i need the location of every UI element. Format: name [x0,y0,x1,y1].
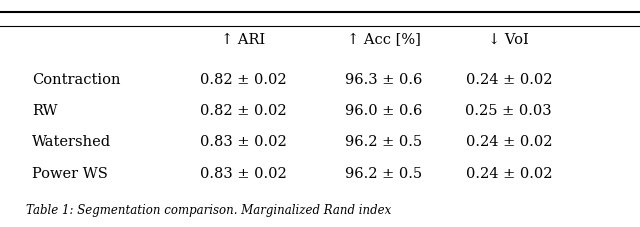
Text: Contraction: Contraction [32,73,120,87]
Text: 96.2 ± 0.5: 96.2 ± 0.5 [346,135,422,149]
Text: ↑ ARI: ↑ ARI [221,33,265,47]
Text: 96.0 ± 0.6: 96.0 ± 0.6 [346,104,422,118]
Text: 96.3 ± 0.6: 96.3 ± 0.6 [346,73,422,87]
Text: 0.82 ± 0.02: 0.82 ± 0.02 [200,104,287,118]
Text: 0.83 ± 0.02: 0.83 ± 0.02 [200,135,287,149]
Text: 0.83 ± 0.02: 0.83 ± 0.02 [200,166,287,180]
Text: 0.25 ± 0.03: 0.25 ± 0.03 [465,104,552,118]
Text: 0.24 ± 0.02: 0.24 ± 0.02 [465,166,552,180]
Text: 0.24 ± 0.02: 0.24 ± 0.02 [465,135,552,149]
Text: Power WS: Power WS [32,166,108,180]
Text: 96.2 ± 0.5: 96.2 ± 0.5 [346,166,422,180]
Text: Watershed: Watershed [32,135,111,149]
Text: RW: RW [32,104,58,118]
Text: ↑ Acc [%]: ↑ Acc [%] [347,33,421,47]
Text: ↓ VoI: ↓ VoI [488,33,529,47]
Text: Table 1: Segmentation comparison. Marginalized Rand index: Table 1: Segmentation comparison. Margin… [26,203,391,216]
Text: 0.24 ± 0.02: 0.24 ± 0.02 [465,73,552,87]
Text: 0.82 ± 0.02: 0.82 ± 0.02 [200,73,287,87]
